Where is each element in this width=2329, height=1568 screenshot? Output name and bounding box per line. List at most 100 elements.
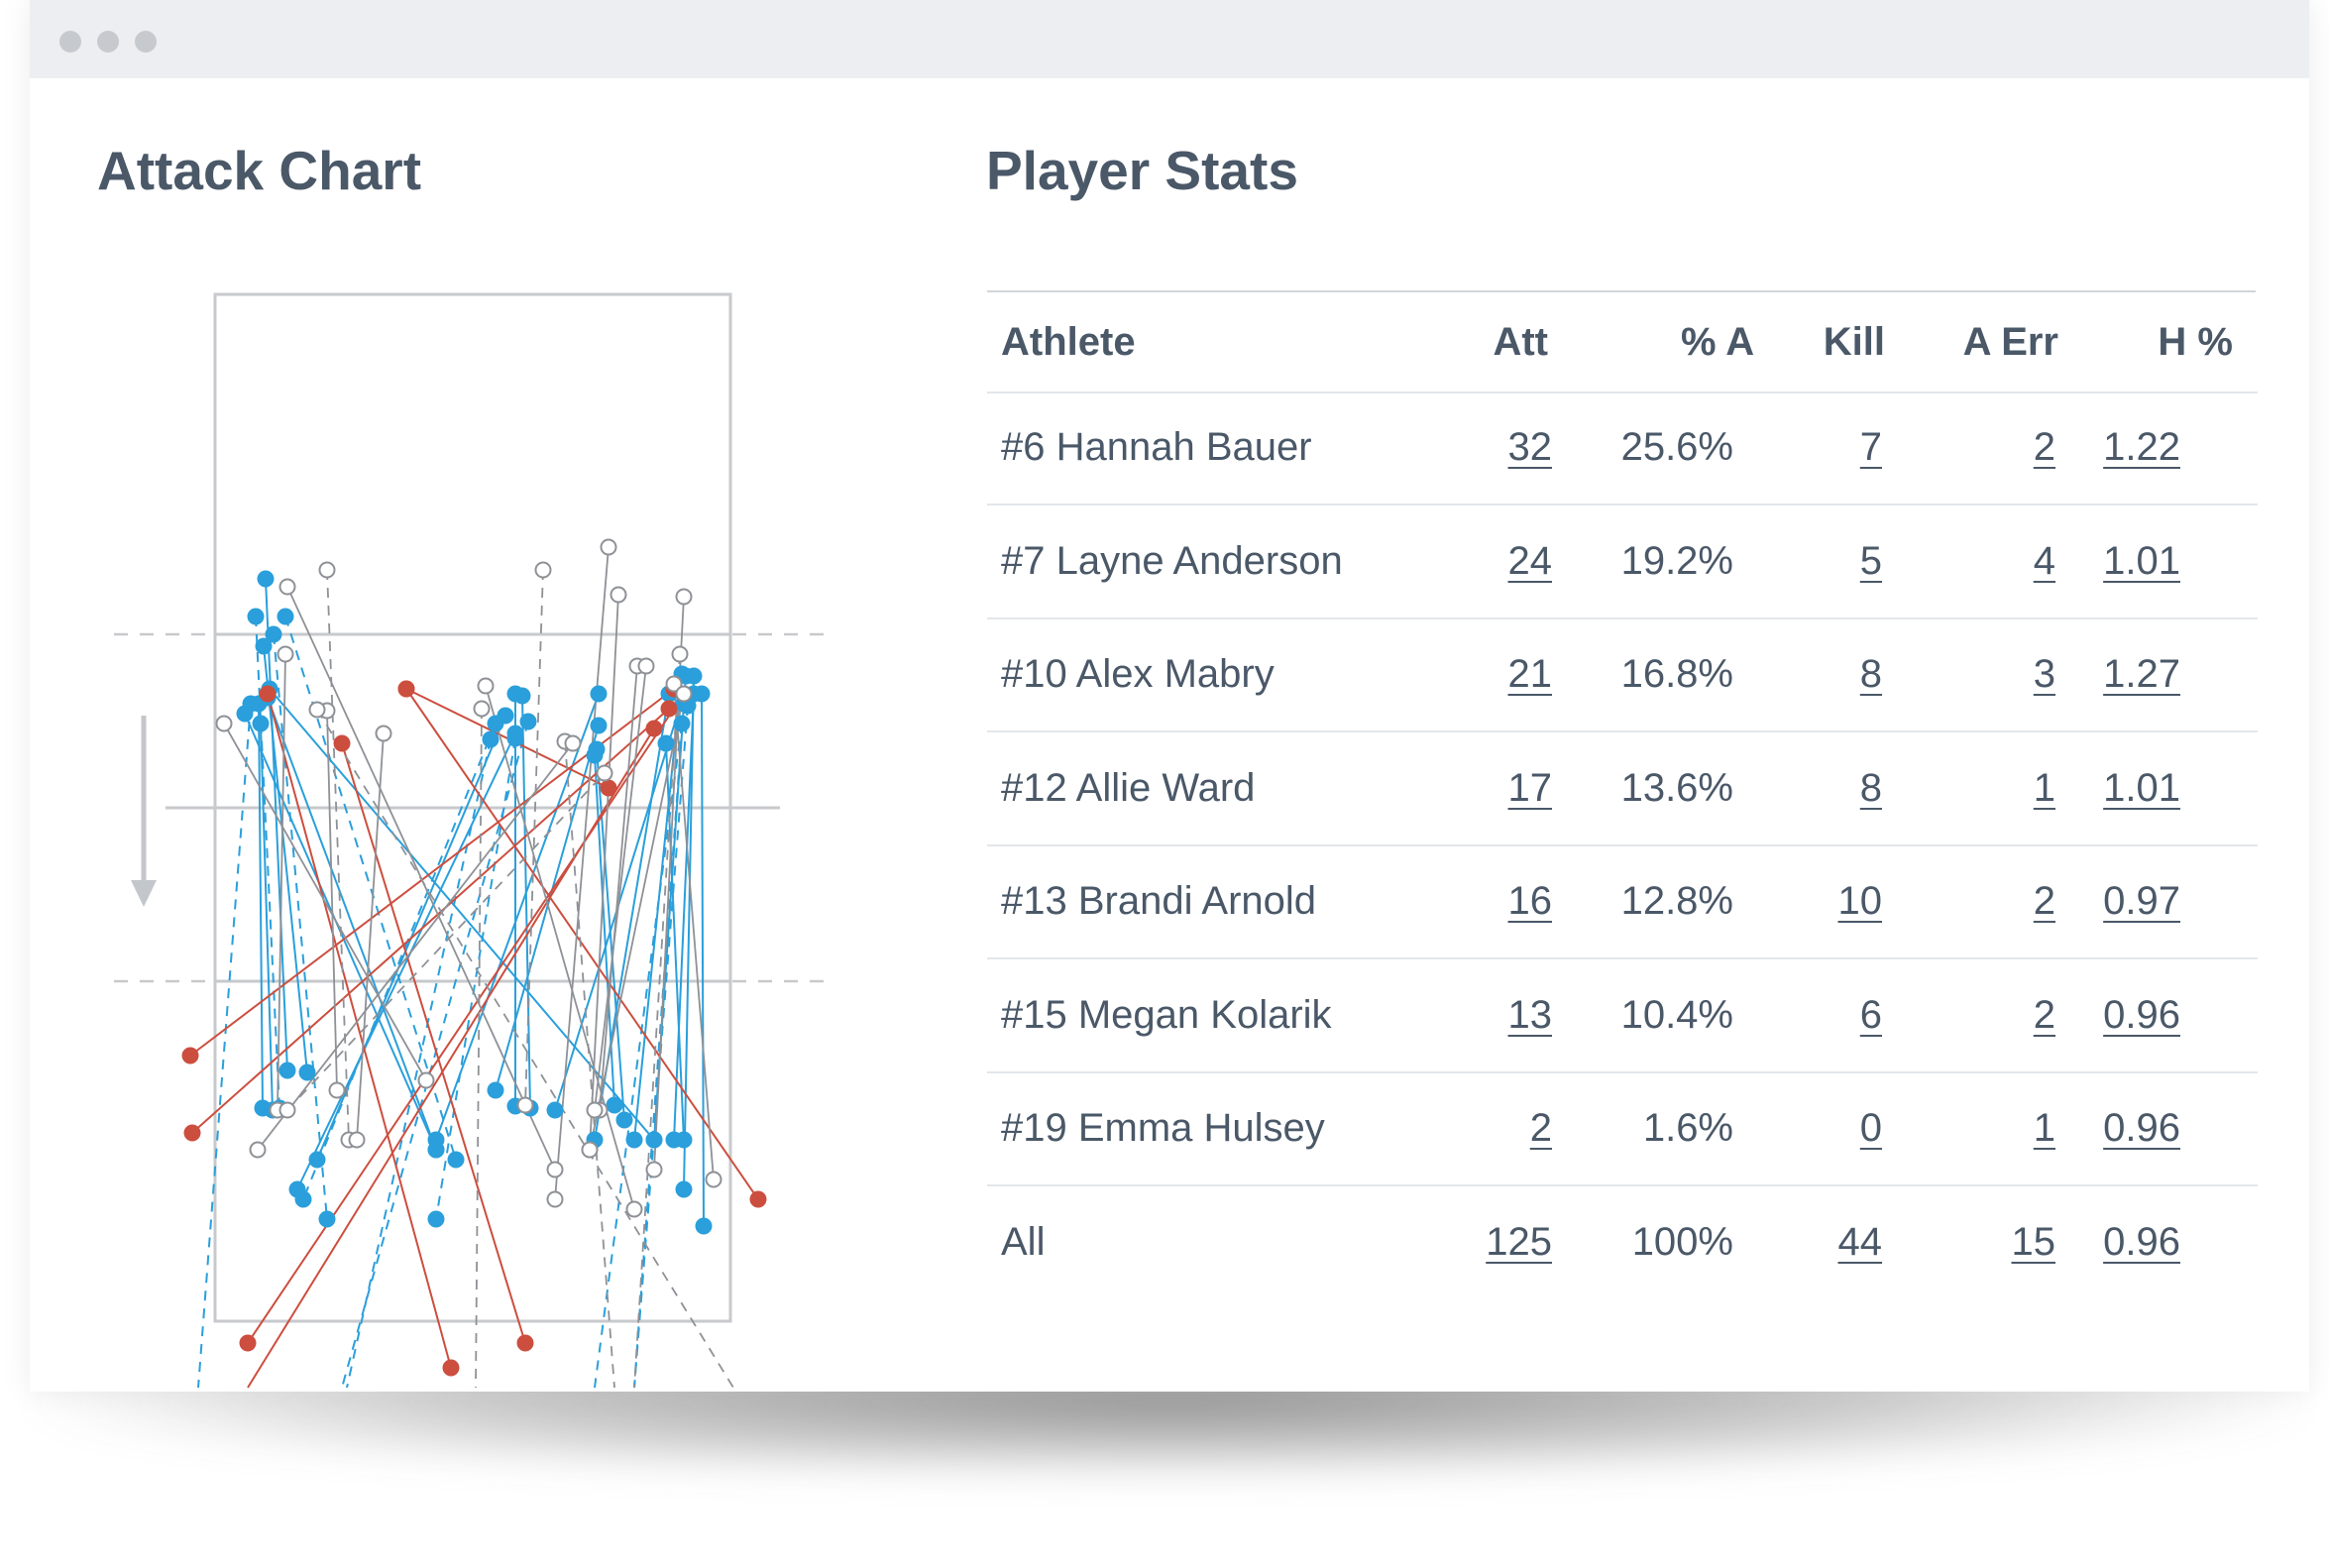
a-err-value-link[interactable]: 1	[2033, 765, 2055, 810]
attempt-point	[477, 677, 495, 695]
kill-point	[278, 1062, 296, 1079]
minimize-dot[interactable]	[97, 31, 119, 53]
a-err-value-link[interactable]: 2	[2033, 879, 2055, 923]
attempt-point	[417, 1071, 435, 1089]
kill-trace	[296, 732, 516, 1190]
attempt-point	[534, 561, 552, 579]
kill-point	[247, 608, 265, 625]
error-point	[516, 1334, 534, 1352]
attempt-point	[671, 645, 689, 663]
athlete-name: #12 Allie Ward	[1001, 765, 1256, 810]
a-err-value-link[interactable]: 2	[2033, 992, 2055, 1037]
kill-value-link[interactable]: 8	[1859, 765, 1882, 810]
athlete-name: #6 Hannah Bauer	[1001, 425, 1312, 469]
maximize-dot[interactable]	[135, 31, 157, 53]
pct-a-value: 16.8%	[1620, 652, 1733, 696]
kill-trace	[673, 693, 695, 1141]
att-value-link[interactable]: 16	[1507, 879, 1553, 923]
h-pct-value-link[interactable]: 0.97	[2103, 879, 2180, 923]
att-value-link[interactable]: 21	[1507, 652, 1553, 696]
error-trace	[247, 693, 685, 1344]
kill-point	[427, 1210, 445, 1228]
kill-value-link[interactable]: 10	[1837, 879, 1883, 923]
error-point	[239, 1334, 257, 1352]
kill-point	[675, 1180, 693, 1198]
pct-a-value: 100%	[1631, 1219, 1733, 1264]
h-pct-value-link[interactable]: 1.01	[2103, 765, 2180, 810]
h-pct-value-link[interactable]: 0.96	[2103, 1219, 2180, 1264]
error-point	[397, 680, 415, 698]
att-value-link[interactable]: 24	[1507, 538, 1553, 583]
column-header-a-err[interactable]: A Err	[1962, 320, 2058, 364]
h-pct-value-link[interactable]: 0.96	[2103, 992, 2180, 1037]
kill-trace	[263, 645, 308, 1073]
column-header-pct-a[interactable]: % A	[1681, 320, 1755, 364]
h-pct-value-link[interactable]: 1.22	[2103, 425, 2180, 469]
kill-point	[257, 570, 275, 588]
a-err-value-link[interactable]: 15	[2011, 1219, 2056, 1264]
a-err-value-link[interactable]: 2	[2033, 425, 2055, 469]
kill-point	[546, 1101, 564, 1119]
athlete-name: #13 Brandi Arnold	[1001, 879, 1317, 923]
attempt-point	[596, 764, 613, 782]
att-value-link[interactable]: 32	[1507, 425, 1553, 469]
attack-chart	[114, 292, 832, 1389]
attempt-point	[546, 1161, 564, 1178]
kill-point	[645, 1131, 663, 1149]
att-value-link[interactable]: 13	[1507, 992, 1553, 1037]
h-pct-value-link[interactable]: 1.27	[2103, 652, 2180, 696]
kill-point	[606, 1096, 623, 1114]
kill-point	[625, 1131, 643, 1149]
att-value-link[interactable]: 125	[1486, 1219, 1552, 1264]
attempt-trace	[257, 742, 574, 1151]
attack-chart-title: Attack Chart	[97, 140, 422, 201]
column-header-athlete[interactable]: Athlete	[1001, 320, 1136, 364]
kill-point	[695, 1217, 713, 1235]
a-err-value-link[interactable]: 3	[2033, 652, 2055, 696]
kill-point	[487, 715, 504, 732]
column-header-h-pct[interactable]: H %	[2158, 320, 2233, 364]
error-trace	[341, 742, 526, 1344]
table-row: #15 Megan Kolarik 13 10.4% 6 2 0.96	[987, 959, 2258, 1073]
column-header-att[interactable]: Att	[1493, 320, 1548, 364]
table-row: #13 Brandi Arnold 16 12.8% 10 2 0.97	[987, 845, 2258, 959]
kill-value-link[interactable]: 6	[1859, 992, 1882, 1037]
error-point	[600, 779, 617, 797]
error-point	[259, 685, 277, 703]
kill-point	[447, 1151, 465, 1169]
pct-a-value: 13.6%	[1620, 765, 1733, 810]
attempt-trace	[223, 723, 427, 1081]
attempt-trace	[277, 653, 286, 1111]
attempt-point	[600, 538, 617, 556]
column-header-kill[interactable]: Kill	[1823, 320, 1885, 364]
player-stats-table: Athlete Att % A Kill A Err H % #6 Hannah…	[987, 290, 2258, 1264]
table-row: #6 Hannah Bauer 32 25.6% 7 2 1.22	[987, 392, 2258, 505]
h-pct-value-link[interactable]: 1.01	[2103, 538, 2180, 583]
error-point	[333, 734, 351, 752]
attempt-trace	[485, 685, 635, 1210]
kill-value-link[interactable]: 0	[1859, 1106, 1882, 1150]
kill-value-link[interactable]: 5	[1859, 538, 1882, 583]
h-pct-value-link[interactable]: 0.96	[2103, 1106, 2180, 1150]
attempt-trace	[589, 693, 685, 1151]
kill-point	[673, 715, 691, 732]
attempt-point	[348, 1131, 366, 1149]
kill-trace	[435, 693, 600, 1141]
attempt-point	[308, 701, 326, 719]
kill-trace	[258, 703, 264, 1109]
a-err-value-link[interactable]: 4	[2033, 538, 2055, 583]
att-value-link[interactable]: 17	[1507, 765, 1553, 810]
attempt-point	[705, 1171, 722, 1188]
a-err-value-link[interactable]: 1	[2033, 1106, 2055, 1150]
att-value-link[interactable]: 2	[1529, 1106, 1552, 1150]
kill-value-link[interactable]: 7	[1859, 425, 1882, 469]
kill-value-link[interactable]: 44	[1837, 1219, 1883, 1264]
kill-value-link[interactable]: 8	[1859, 652, 1882, 696]
close-dot[interactable]	[59, 31, 81, 53]
kill-trace	[665, 742, 685, 1141]
attempt-point	[645, 1161, 663, 1178]
attempt-point	[637, 657, 655, 675]
error-point	[183, 1124, 201, 1142]
kill-point	[506, 725, 524, 742]
athlete-name: #7 Layne Anderson	[1001, 538, 1343, 583]
